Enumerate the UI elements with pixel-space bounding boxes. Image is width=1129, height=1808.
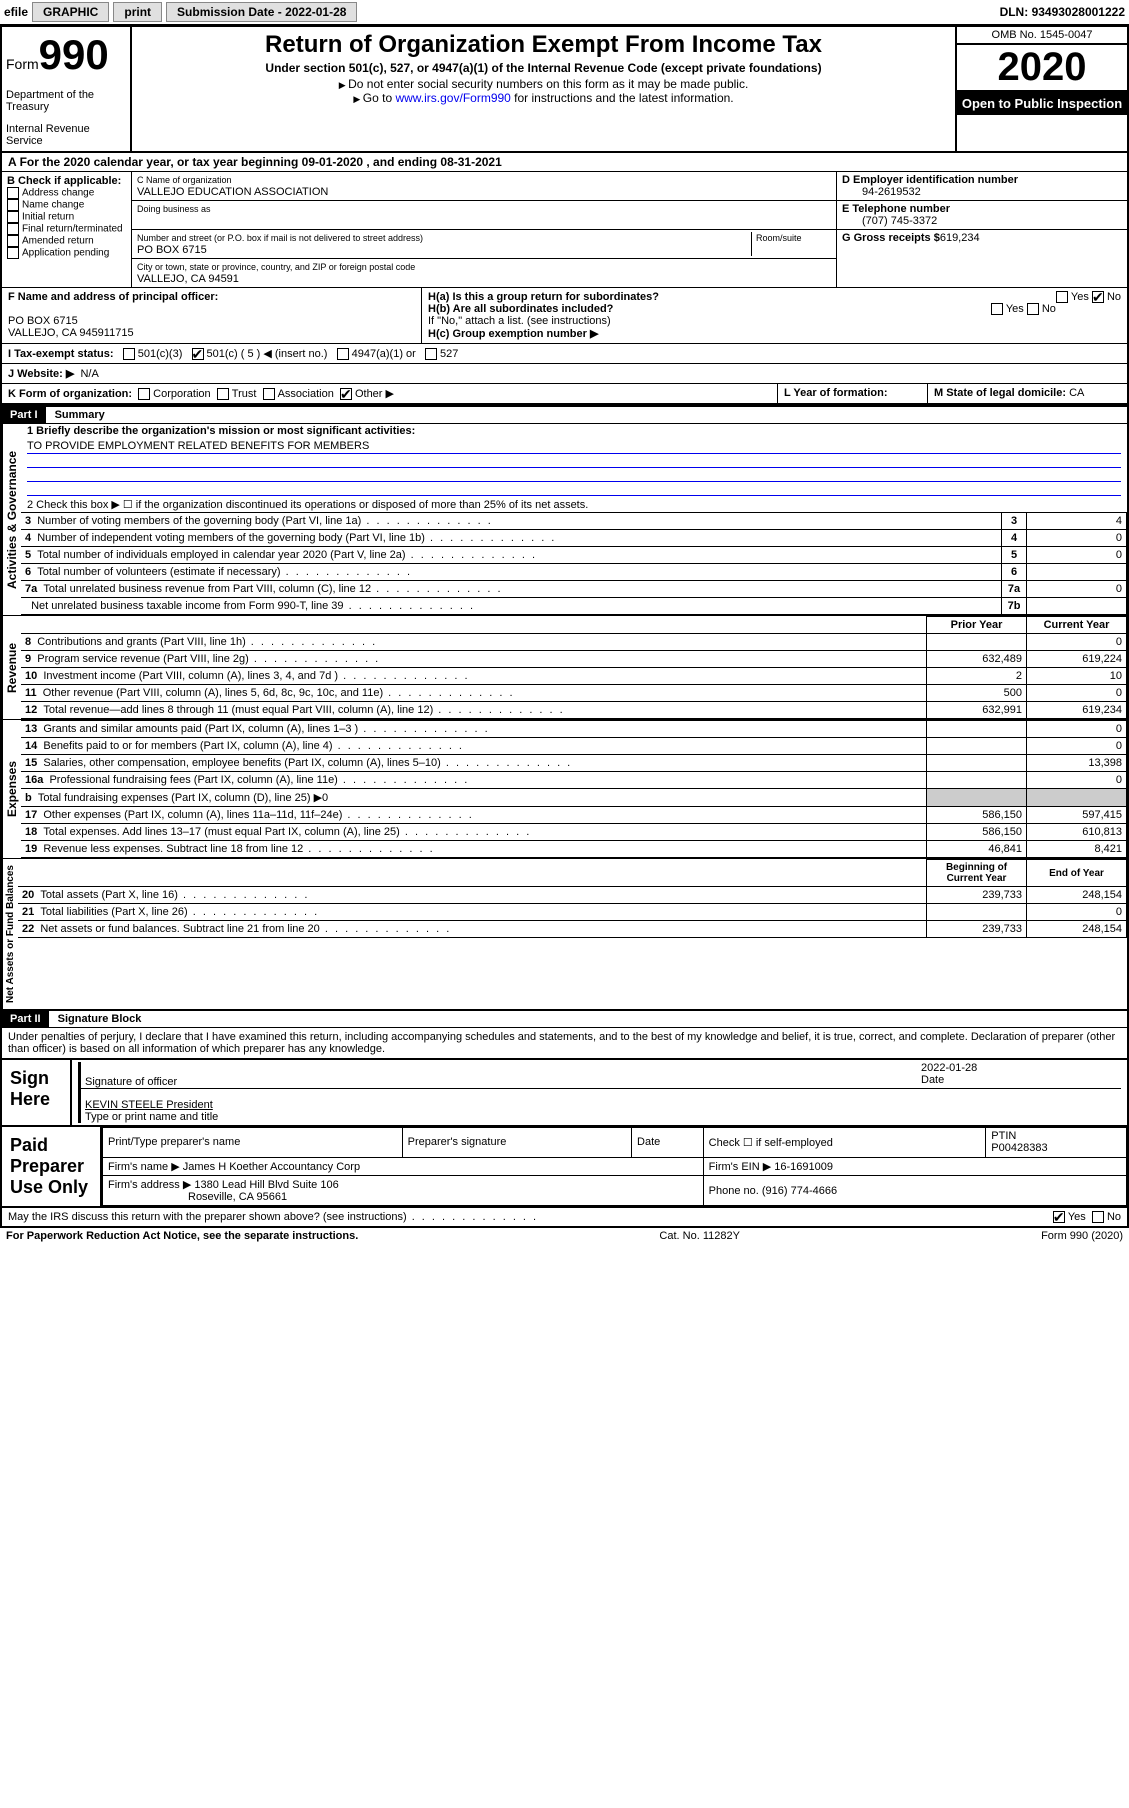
print-button[interactable]: print [113,2,162,22]
efile-label: efile [4,5,28,19]
header-center: Return of Organization Exempt From Incom… [132,27,957,151]
form-header: Form990 Department of the Treasury Inter… [0,25,1129,153]
ha-yes-checkbox[interactable] [1056,291,1068,303]
form-title: Return of Organization Exempt From Incom… [136,31,951,59]
tax-period: A For the 2020 calendar year, or tax yea… [0,153,1129,172]
entity-info: B Check if applicable: Address changeNam… [0,172,1129,288]
box-deg: D Employer identification number94-26195… [837,172,1127,287]
form990-link[interactable]: www.irs.gov/Form990 [395,91,510,105]
discuss-no-checkbox[interactable] [1092,1211,1104,1223]
preparer-block: Paid Preparer Use Only Print/Type prepar… [0,1127,1129,1208]
revenue-section: Revenue Prior YearCurrent Year8 Contribu… [0,616,1129,720]
ha-no-checkbox[interactable] [1092,291,1104,303]
box-c: C Name of organizationVALLEJO EDUCATION … [132,172,837,287]
perjury-declaration: Under penalties of perjury, I declare th… [0,1028,1129,1060]
box-b: B Check if applicable: Address changeNam… [2,172,132,287]
topbar: efile GRAPHIC print Submission Date - 20… [0,0,1129,25]
row-klm: K Form of organization: Corporation Trus… [0,384,1129,405]
discuss-yes-checkbox[interactable] [1053,1211,1065,1223]
header-right: OMB No. 1545-0047 2020 Open to Public In… [957,27,1127,151]
row-j: J Website: ▶ N/A [0,364,1129,384]
expenses-section: Expenses 13 Grants and similar amounts p… [0,720,1129,859]
hb-yes-checkbox[interactable] [991,303,1003,315]
part2-header: Part II Signature Block [0,1011,1129,1028]
dln: DLN: 93493028001222 [1000,5,1125,19]
sign-block: Sign Here Signature of officer2022-01-28… [0,1060,1129,1127]
submission-date: Submission Date - 2022-01-28 [166,2,357,22]
footer: For Paperwork Reduction Act Notice, see … [0,1228,1129,1244]
graphic-button[interactable]: GRAPHIC [32,2,109,22]
preparer-table: Print/Type preparer's namePreparer's sig… [102,1127,1127,1206]
discuss-row: May the IRS discuss this return with the… [0,1208,1129,1228]
header-left: Form990 Department of the Treasury Inter… [2,27,132,151]
part1-header: Part I Summary [0,405,1129,424]
netassets-section: Net Assets or Fund Balances Beginning of… [0,859,1129,1011]
hb-no-checkbox[interactable] [1027,303,1039,315]
row-i: I Tax-exempt status: 501(c)(3) 501(c) ( … [0,344,1129,364]
row-fh: F Name and address of principal officer:… [0,288,1129,344]
governance-section: Activities & Governance 1 Briefly descri… [0,424,1129,616]
